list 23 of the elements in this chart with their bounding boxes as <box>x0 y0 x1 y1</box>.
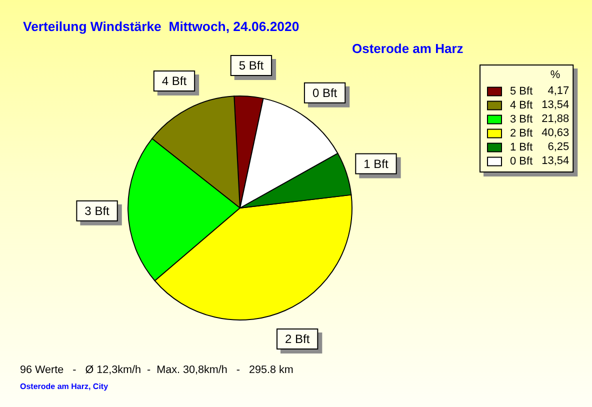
slice-label: 0 Bft <box>312 86 338 100</box>
data-label: 6,25 <box>548 141 570 153</box>
data-label: 40,63 <box>542 127 570 139</box>
data-label: 21,88 <box>542 113 570 125</box>
slice-label: 1 Bft <box>364 156 389 171</box>
slice-label: 2 Bft <box>284 332 310 346</box>
legend-label: 4 Bft <box>510 100 533 112</box>
chart-subtitle: Osterode am Harz <box>352 41 464 56</box>
text: Osterode am Harz, City <box>20 382 109 391</box>
data-label: 13,54 <box>542 99 570 111</box>
data-label: 13,54 <box>542 155 570 167</box>
slice-label: 5 Bft <box>238 58 264 72</box>
chart-title: Verteilung Windstärke Mittwoch, 24.06.2020 <box>23 18 300 34</box>
legend-label: 5 Bft <box>510 86 533 98</box>
legend-label: 0 Bft <box>510 156 533 168</box>
legend-label: 1 Bft <box>510 142 533 154</box>
legend-label: 2 Bft <box>510 128 533 140</box>
text: 96 Werte - Ø 12,3km/h - Max. 30,8km/h - 295.8 km <box>20 364 294 376</box>
slice-label: 3 Bft <box>84 204 110 218</box>
legend-label: 3 Bft <box>510 114 533 126</box>
legend-title: % <box>550 69 560 81</box>
data-label: 4,17 <box>548 85 570 97</box>
slice-label: 4 Bft <box>162 74 188 88</box>
